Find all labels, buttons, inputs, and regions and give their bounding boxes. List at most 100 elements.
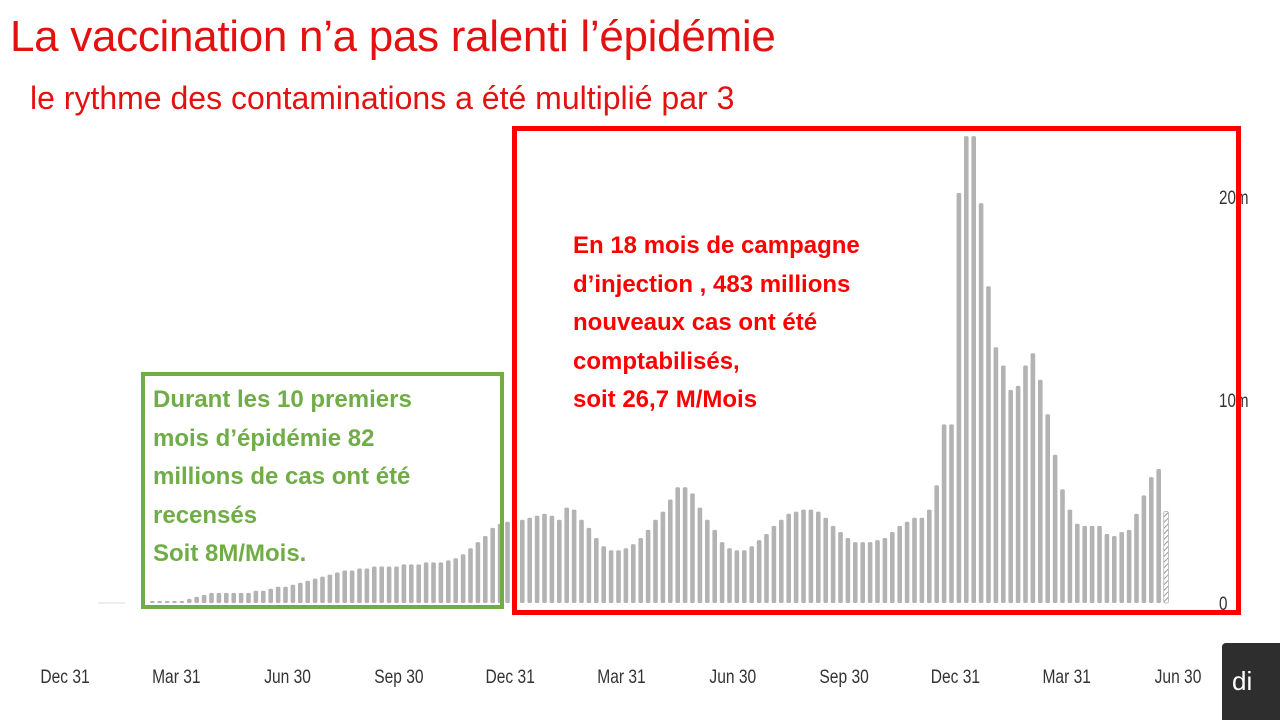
bar: [616, 550, 621, 603]
bar: [349, 570, 355, 603]
bar: [1052, 454, 1058, 603]
bar: [660, 511, 666, 603]
bar: [150, 601, 155, 603]
bar: [460, 554, 466, 603]
vaccination-period-highlight-box: [512, 126, 1241, 615]
bar: [231, 592, 236, 604]
bar: [919, 517, 925, 603]
bar: [712, 529, 717, 603]
bar: [823, 517, 828, 603]
bar: [860, 542, 865, 603]
bar: [734, 550, 740, 603]
bar: [268, 588, 273, 603]
bar: [201, 594, 207, 603]
bar: [394, 566, 399, 603]
bar: [490, 527, 495, 603]
bar: [157, 601, 162, 603]
bar: [364, 568, 370, 603]
x-tick-label: Mar 31: [597, 666, 645, 688]
bar: [1141, 495, 1147, 603]
bar: [342, 570, 347, 603]
bar: [194, 596, 199, 603]
slide-title: La vaccination n’a pas ralenti l’épidémi…: [10, 12, 776, 61]
annotation-line: recensés: [153, 501, 258, 529]
bar: [320, 576, 325, 603]
bar: [298, 582, 303, 603]
bar: [801, 509, 806, 603]
bar: [1134, 513, 1139, 603]
bar: [882, 538, 888, 603]
bar: [1104, 534, 1110, 603]
bar: [845, 538, 851, 603]
bar: [1060, 489, 1065, 603]
y-tick-label: 20m: [1219, 186, 1249, 208]
bar: [179, 601, 185, 603]
bar: [727, 548, 732, 603]
bar: [853, 542, 858, 603]
bar: [431, 562, 436, 603]
bar: [756, 540, 762, 603]
bar: [623, 548, 629, 603]
bar: [505, 521, 510, 603]
bar: [608, 550, 614, 603]
bar: [890, 532, 895, 603]
bar-group: [150, 136, 1169, 604]
bar: [1008, 389, 1013, 604]
bar: [238, 592, 244, 604]
bar: [564, 507, 569, 603]
bar: [719, 542, 725, 603]
bar: [1097, 525, 1102, 603]
bar: [1038, 379, 1043, 603]
bar: [275, 586, 281, 603]
bar: [867, 542, 873, 603]
x-tick-label: Jun 30: [709, 666, 756, 688]
x-tick-label: Jun 30: [264, 666, 311, 688]
bar: [409, 564, 414, 603]
bar: [586, 527, 592, 603]
bar: [327, 574, 333, 603]
bar: [520, 519, 525, 603]
bar: [386, 566, 392, 603]
bar: [697, 507, 703, 603]
partial-button[interactable]: di: [1222, 643, 1280, 720]
annotation-line: nouveaux cas ont été: [573, 309, 818, 336]
bar: [793, 511, 799, 603]
bar: [172, 601, 177, 603]
bar: [542, 513, 547, 603]
bar: [209, 592, 214, 604]
vaccination-period-annotation: En 18 mois de campagne d’injection , 483…: [573, 227, 933, 420]
annotation-line: Durant les 10 premiers: [153, 386, 412, 413]
bar: [949, 424, 954, 603]
bar: [912, 517, 917, 603]
bar: [1119, 532, 1124, 603]
first-period-annotation: Durant les 10 premiers mois d’épidémie 8…: [153, 381, 498, 574]
bar: [438, 562, 444, 603]
bar: [838, 532, 843, 603]
annotation-line: soit 26,7 M/Mois: [573, 386, 758, 413]
x-tick-label: Sep 30: [374, 666, 423, 688]
bar: [830, 525, 836, 603]
bar: [645, 529, 651, 603]
annotation-line: Soit 8M/Mois.: [153, 540, 307, 567]
bar: [483, 536, 488, 603]
bar: [557, 519, 562, 603]
bar: [401, 564, 407, 603]
x-tick-label: Dec 31: [40, 666, 89, 688]
bar: [1015, 385, 1021, 603]
bar: [934, 485, 939, 603]
x-tick-label: Jun 30: [1155, 666, 1202, 688]
bar: [653, 519, 658, 603]
bar: [527, 517, 532, 603]
bar: [1030, 353, 1036, 603]
bar: [749, 546, 754, 603]
bar: [534, 515, 540, 603]
bar: [305, 580, 310, 603]
x-tick-label: Mar 31: [1042, 666, 1090, 688]
annotation-line: millions de cas ont été: [153, 463, 411, 490]
bar: [986, 286, 991, 603]
bar: [1067, 509, 1073, 603]
annotation-line: mois d’épidémie 82: [153, 424, 375, 452]
first-period-highlight-box: [141, 372, 504, 609]
bar: [779, 519, 784, 603]
